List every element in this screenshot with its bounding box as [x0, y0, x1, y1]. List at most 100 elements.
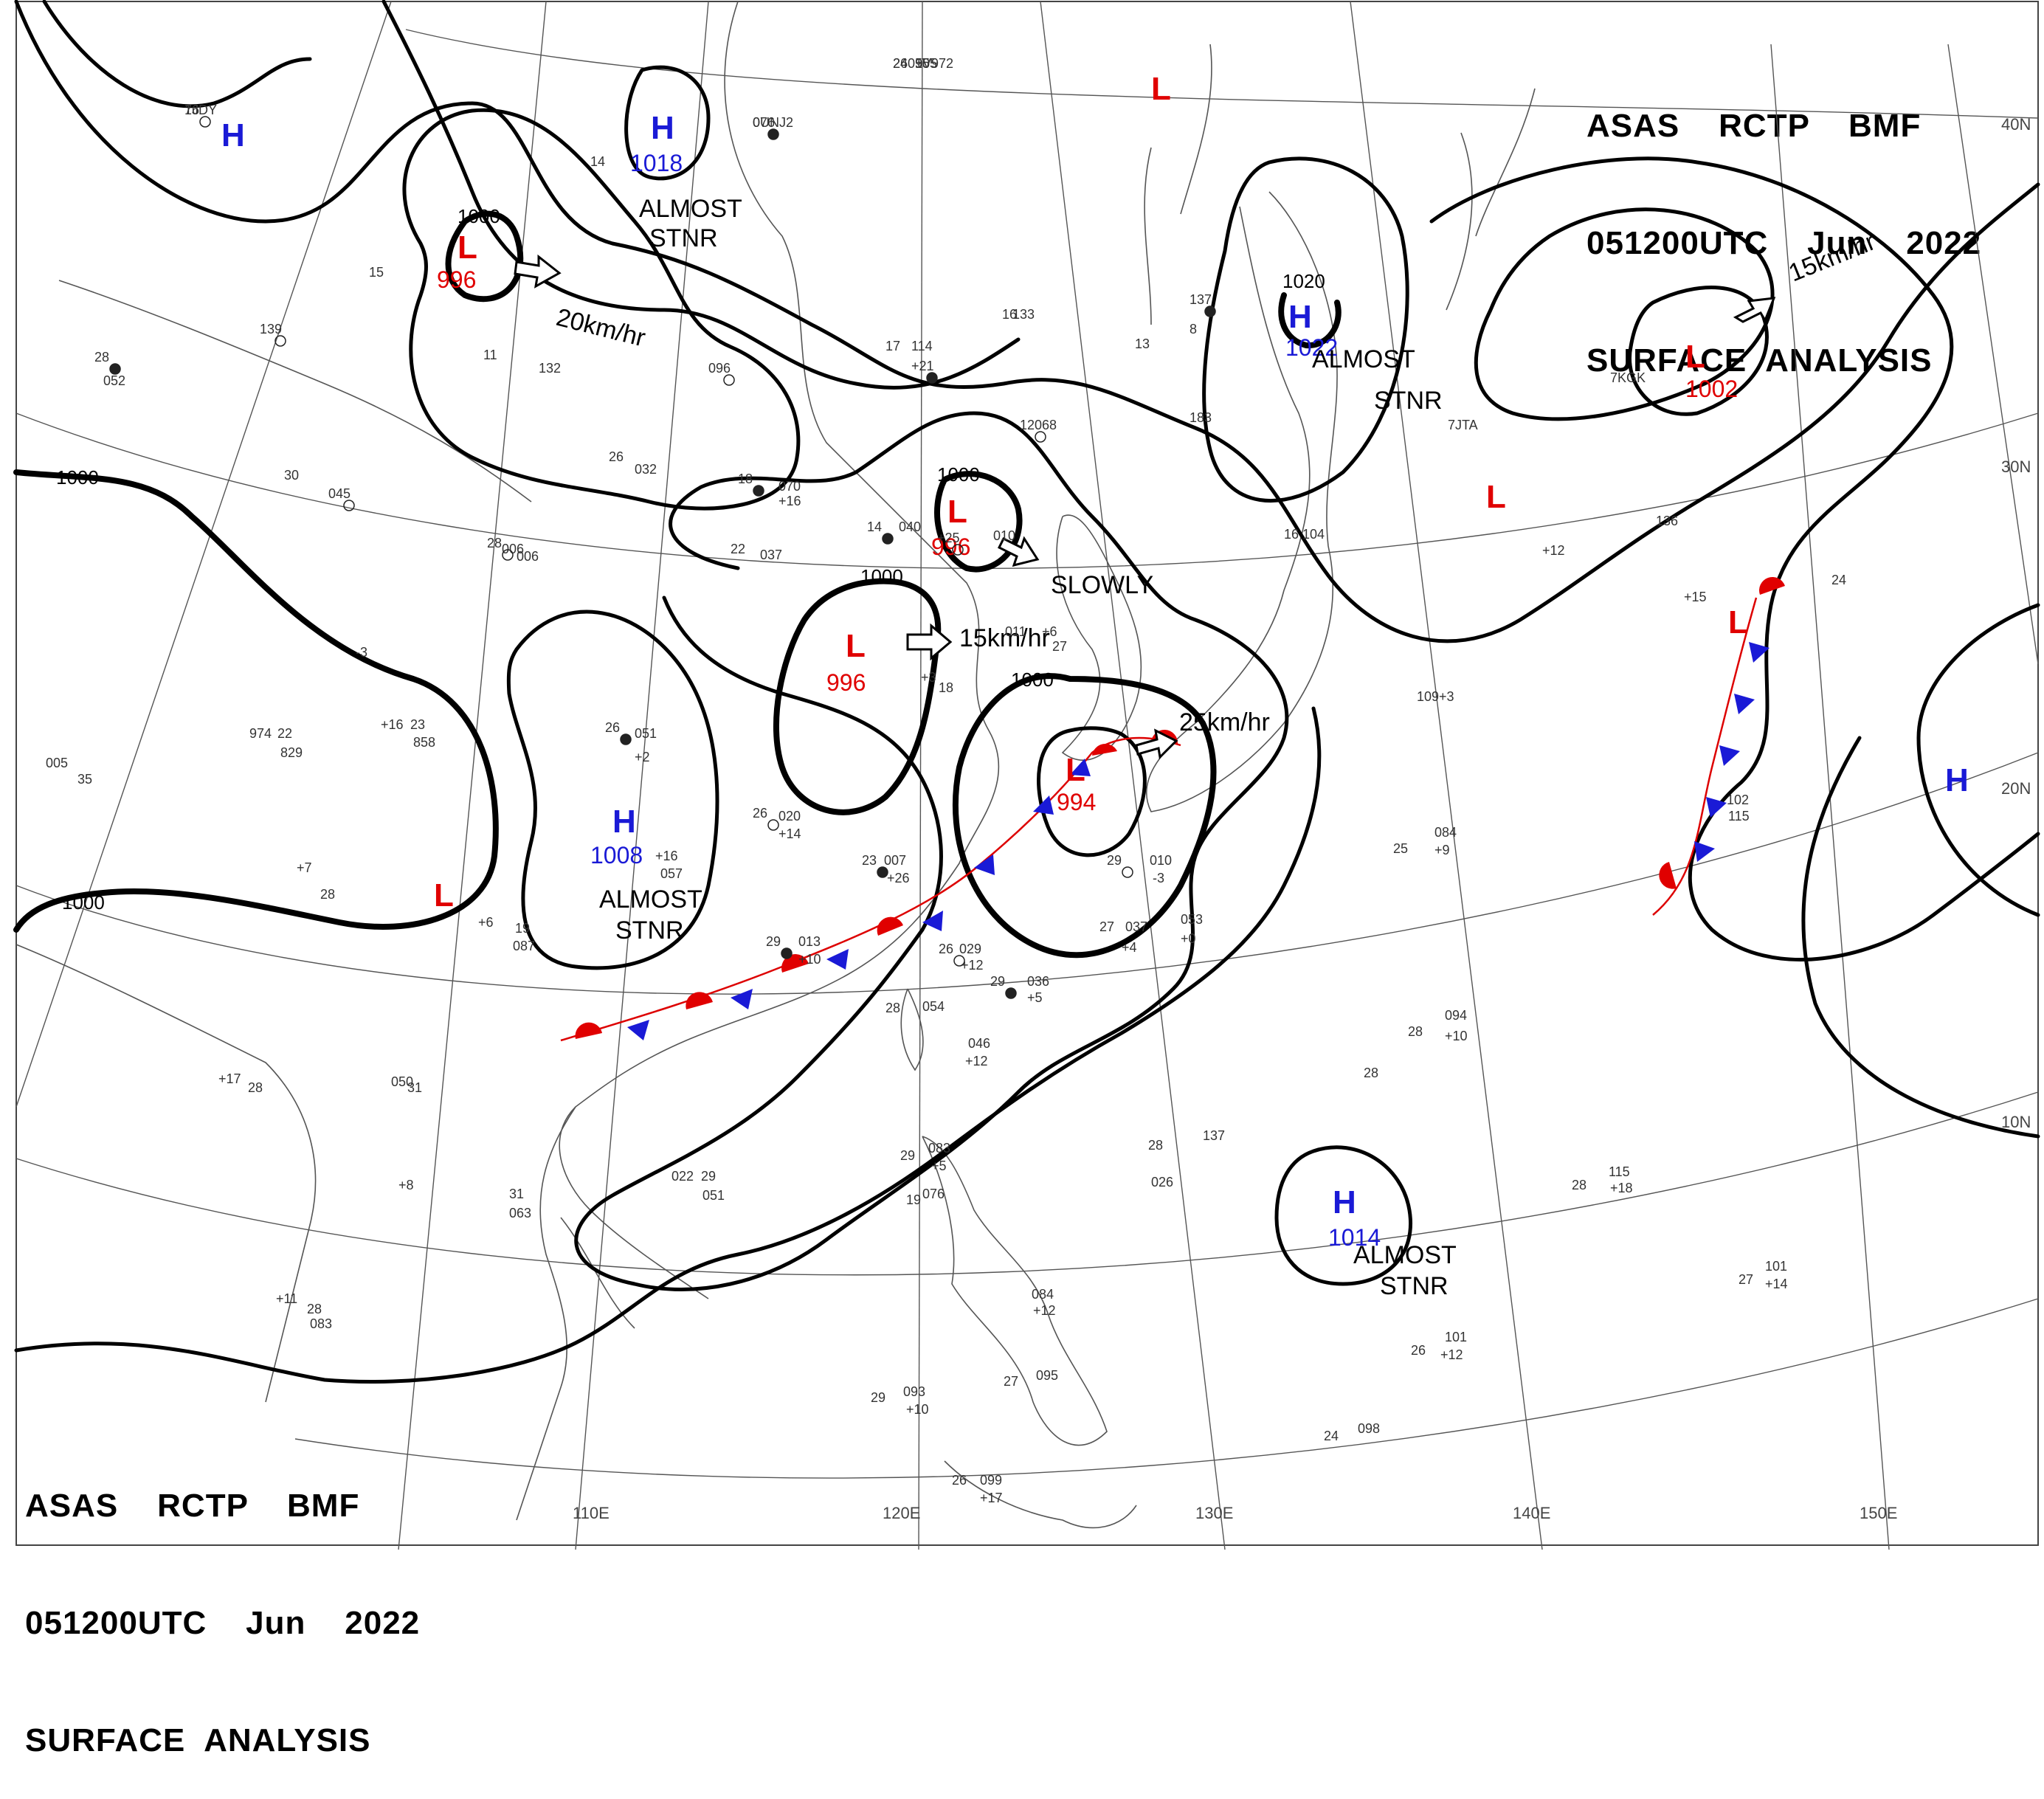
station-value: 115: [1609, 1164, 1630, 1179]
movement-arrow-icon: [997, 536, 1040, 567]
fronts: [560, 577, 1785, 1042]
station-value: 18: [738, 472, 753, 486]
station-value: 102: [1727, 793, 1749, 807]
isobar-label: 1000: [458, 205, 500, 227]
stationary-label: STNR: [615, 916, 684, 945]
warm-front-mark: [686, 992, 713, 1009]
station-value: 101: [1445, 1330, 1467, 1344]
station-value: +15: [1684, 590, 1707, 604]
coast-taiwan: [900, 988, 924, 1071]
cold-front-mark: [1749, 642, 1769, 663]
station-value: 29: [766, 934, 781, 949]
station-value: 037: [760, 548, 782, 562]
header-bottom-line3: SURFACE ANALYSIS: [25, 1722, 371, 1758]
cold-front-mark: [1734, 694, 1755, 714]
station-value: +6: [1042, 624, 1057, 639]
high-symbol: H: [1333, 1184, 1356, 1220]
station-value: 105: [915, 56, 937, 71]
station-value: 9V972: [915, 56, 953, 71]
stationary-label: STNR: [649, 224, 718, 252]
station-value: 095: [1036, 1368, 1058, 1383]
station-value: 8: [1190, 322, 1197, 336]
low-symbol: L: [1486, 479, 1506, 515]
meridian-160e: [1947, 44, 2039, 665]
station-value: 098: [1358, 1421, 1380, 1436]
station-value: +21: [911, 359, 934, 373]
warm-front-mark: [1092, 744, 1117, 756]
station-value: 26: [609, 449, 624, 464]
station-value: 029: [959, 942, 981, 956]
movement-arrow-icon: [1733, 297, 1776, 323]
station-value: 183: [1190, 410, 1212, 425]
movement-label: 20km/hr: [553, 303, 648, 353]
header-top-line1: ASAS RCTP BMF: [1586, 108, 1922, 144]
coast-korea: [1056, 514, 1142, 761]
cold-front-east: [1652, 597, 1758, 916]
station-value: 083: [310, 1316, 332, 1331]
station-value: 26: [1411, 1343, 1426, 1358]
low-symbol: L: [1151, 71, 1171, 107]
isobar-label: 1000: [1011, 669, 1054, 691]
station-value: 109: [1417, 689, 1439, 704]
low-symbol: L: [1066, 752, 1085, 788]
header-bottom-line2: 051200UTC Jun 2022: [25, 1605, 421, 1641]
isobar-center-ring: [574, 411, 1289, 1291]
station-value: 13: [1135, 336, 1150, 351]
station-value: +8: [398, 1178, 414, 1192]
station-value: 28: [1364, 1066, 1378, 1080]
station-value: 093: [903, 1384, 925, 1399]
station-value: 19: [515, 921, 530, 936]
station-value: 006: [517, 549, 539, 564]
meridian-110e: [575, 1, 709, 1550]
station-value: 083: [928, 1141, 950, 1156]
warm-front-mark: [1659, 862, 1677, 889]
station-marker-icon: [952, 544, 964, 556]
movement-arrows: [514, 254, 1776, 760]
station-value: +16: [778, 494, 801, 508]
low-value: 1002: [1685, 376, 1738, 402]
coast-indochina: [516, 1106, 635, 1521]
station-value: 7JTA: [1448, 418, 1478, 432]
station-value: 099: [980, 1473, 1002, 1488]
isobar-label: 1000: [860, 565, 903, 587]
station-value: +2: [635, 750, 650, 764]
isobar-south-china-sea: [14, 706, 1322, 1384]
isobar-label: 1000: [937, 463, 980, 486]
high-symbol: H: [651, 110, 674, 146]
isobar-east-low: [1474, 207, 1775, 421]
station-value: +7: [297, 860, 312, 875]
station-value: -3: [1153, 871, 1164, 885]
station-value: 020: [778, 809, 801, 823]
station-value: 16: [1284, 527, 1299, 542]
station-value: +18: [1610, 1181, 1633, 1195]
station-value: 31: [509, 1187, 524, 1201]
station-marker-icon: [343, 500, 355, 511]
lat-label: 30N: [2001, 457, 2031, 476]
station-value: 19: [906, 1192, 921, 1207]
station-value: 35: [77, 772, 92, 787]
station-value: +16: [381, 717, 404, 732]
station-value: 29: [871, 1390, 885, 1405]
station-marker-icon: [767, 128, 779, 140]
station-value: 28: [1408, 1024, 1423, 1039]
cold-front-mark: [1719, 745, 1740, 766]
station-value: 7KGK: [1610, 370, 1646, 385]
isobar-pacific-east: [1801, 736, 2040, 1139]
station-marker-icon: [1204, 305, 1216, 317]
isobar-west-1000: [13, 469, 499, 933]
station-value: +3: [1439, 689, 1454, 704]
cold-front-mark: [1033, 795, 1054, 815]
station-value: 27: [1099, 919, 1114, 934]
header-bottom-line1: ASAS RCTP BMF: [25, 1488, 360, 1524]
lat-label: 20N: [2001, 779, 2031, 798]
station-value: 026: [1151, 1175, 1173, 1189]
station-marker-icon: [620, 733, 632, 745]
low-value: 996: [931, 534, 970, 560]
coast-india: [15, 944, 317, 1403]
station-value: -3: [356, 645, 367, 660]
station-value: 24: [1324, 1429, 1339, 1443]
isobar-east-outer: [1429, 156, 2040, 961]
graticule-labels: 110E 120E 130E 140E 150E 40N 30N 20N 10N: [573, 115, 2031, 1522]
station-marker-icon: [502, 549, 514, 561]
station-marker-icon: [1005, 987, 1017, 999]
